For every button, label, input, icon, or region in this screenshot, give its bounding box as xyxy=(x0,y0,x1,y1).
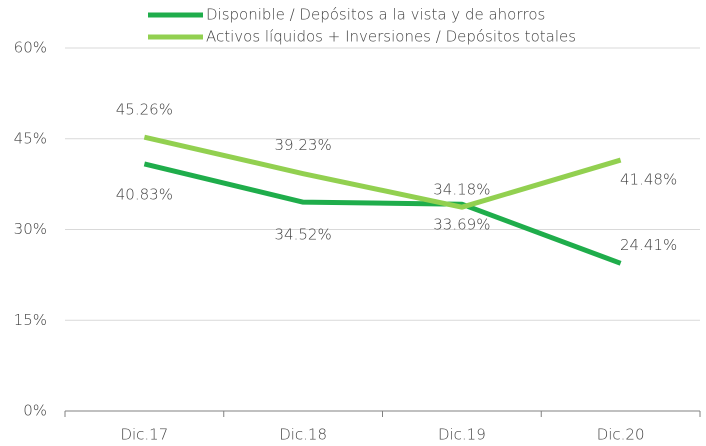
data-label: 33.69% xyxy=(433,216,490,234)
legend-label: Disponible / Depósitos a la vista y de a… xyxy=(206,6,545,24)
x-tick-label: Dic.18 xyxy=(279,426,327,444)
data-label: 24.41% xyxy=(620,236,677,254)
x-tick-label: Dic.19 xyxy=(438,426,486,444)
legend-label: Activos líquidos + Inversiones / Depósit… xyxy=(206,28,576,46)
data-label: 34.52% xyxy=(275,226,332,244)
y-tick-label: 30% xyxy=(14,220,47,238)
x-tick-label: Dic.20 xyxy=(597,426,645,444)
y-tick-label: 45% xyxy=(14,129,47,147)
data-label: 39.23% xyxy=(275,136,332,154)
series-line xyxy=(143,134,622,210)
data-label: 41.48% xyxy=(620,171,677,189)
y-tick-label: 60% xyxy=(14,39,47,57)
data-label: 34.18% xyxy=(433,181,490,199)
data-label: 40.83% xyxy=(116,185,173,203)
data-label: 45.26% xyxy=(116,101,173,119)
series-line xyxy=(143,161,622,266)
x-tick-label: Dic.17 xyxy=(120,426,168,444)
y-tick-label: 15% xyxy=(14,311,47,329)
y-tick-label: 0% xyxy=(23,402,47,420)
